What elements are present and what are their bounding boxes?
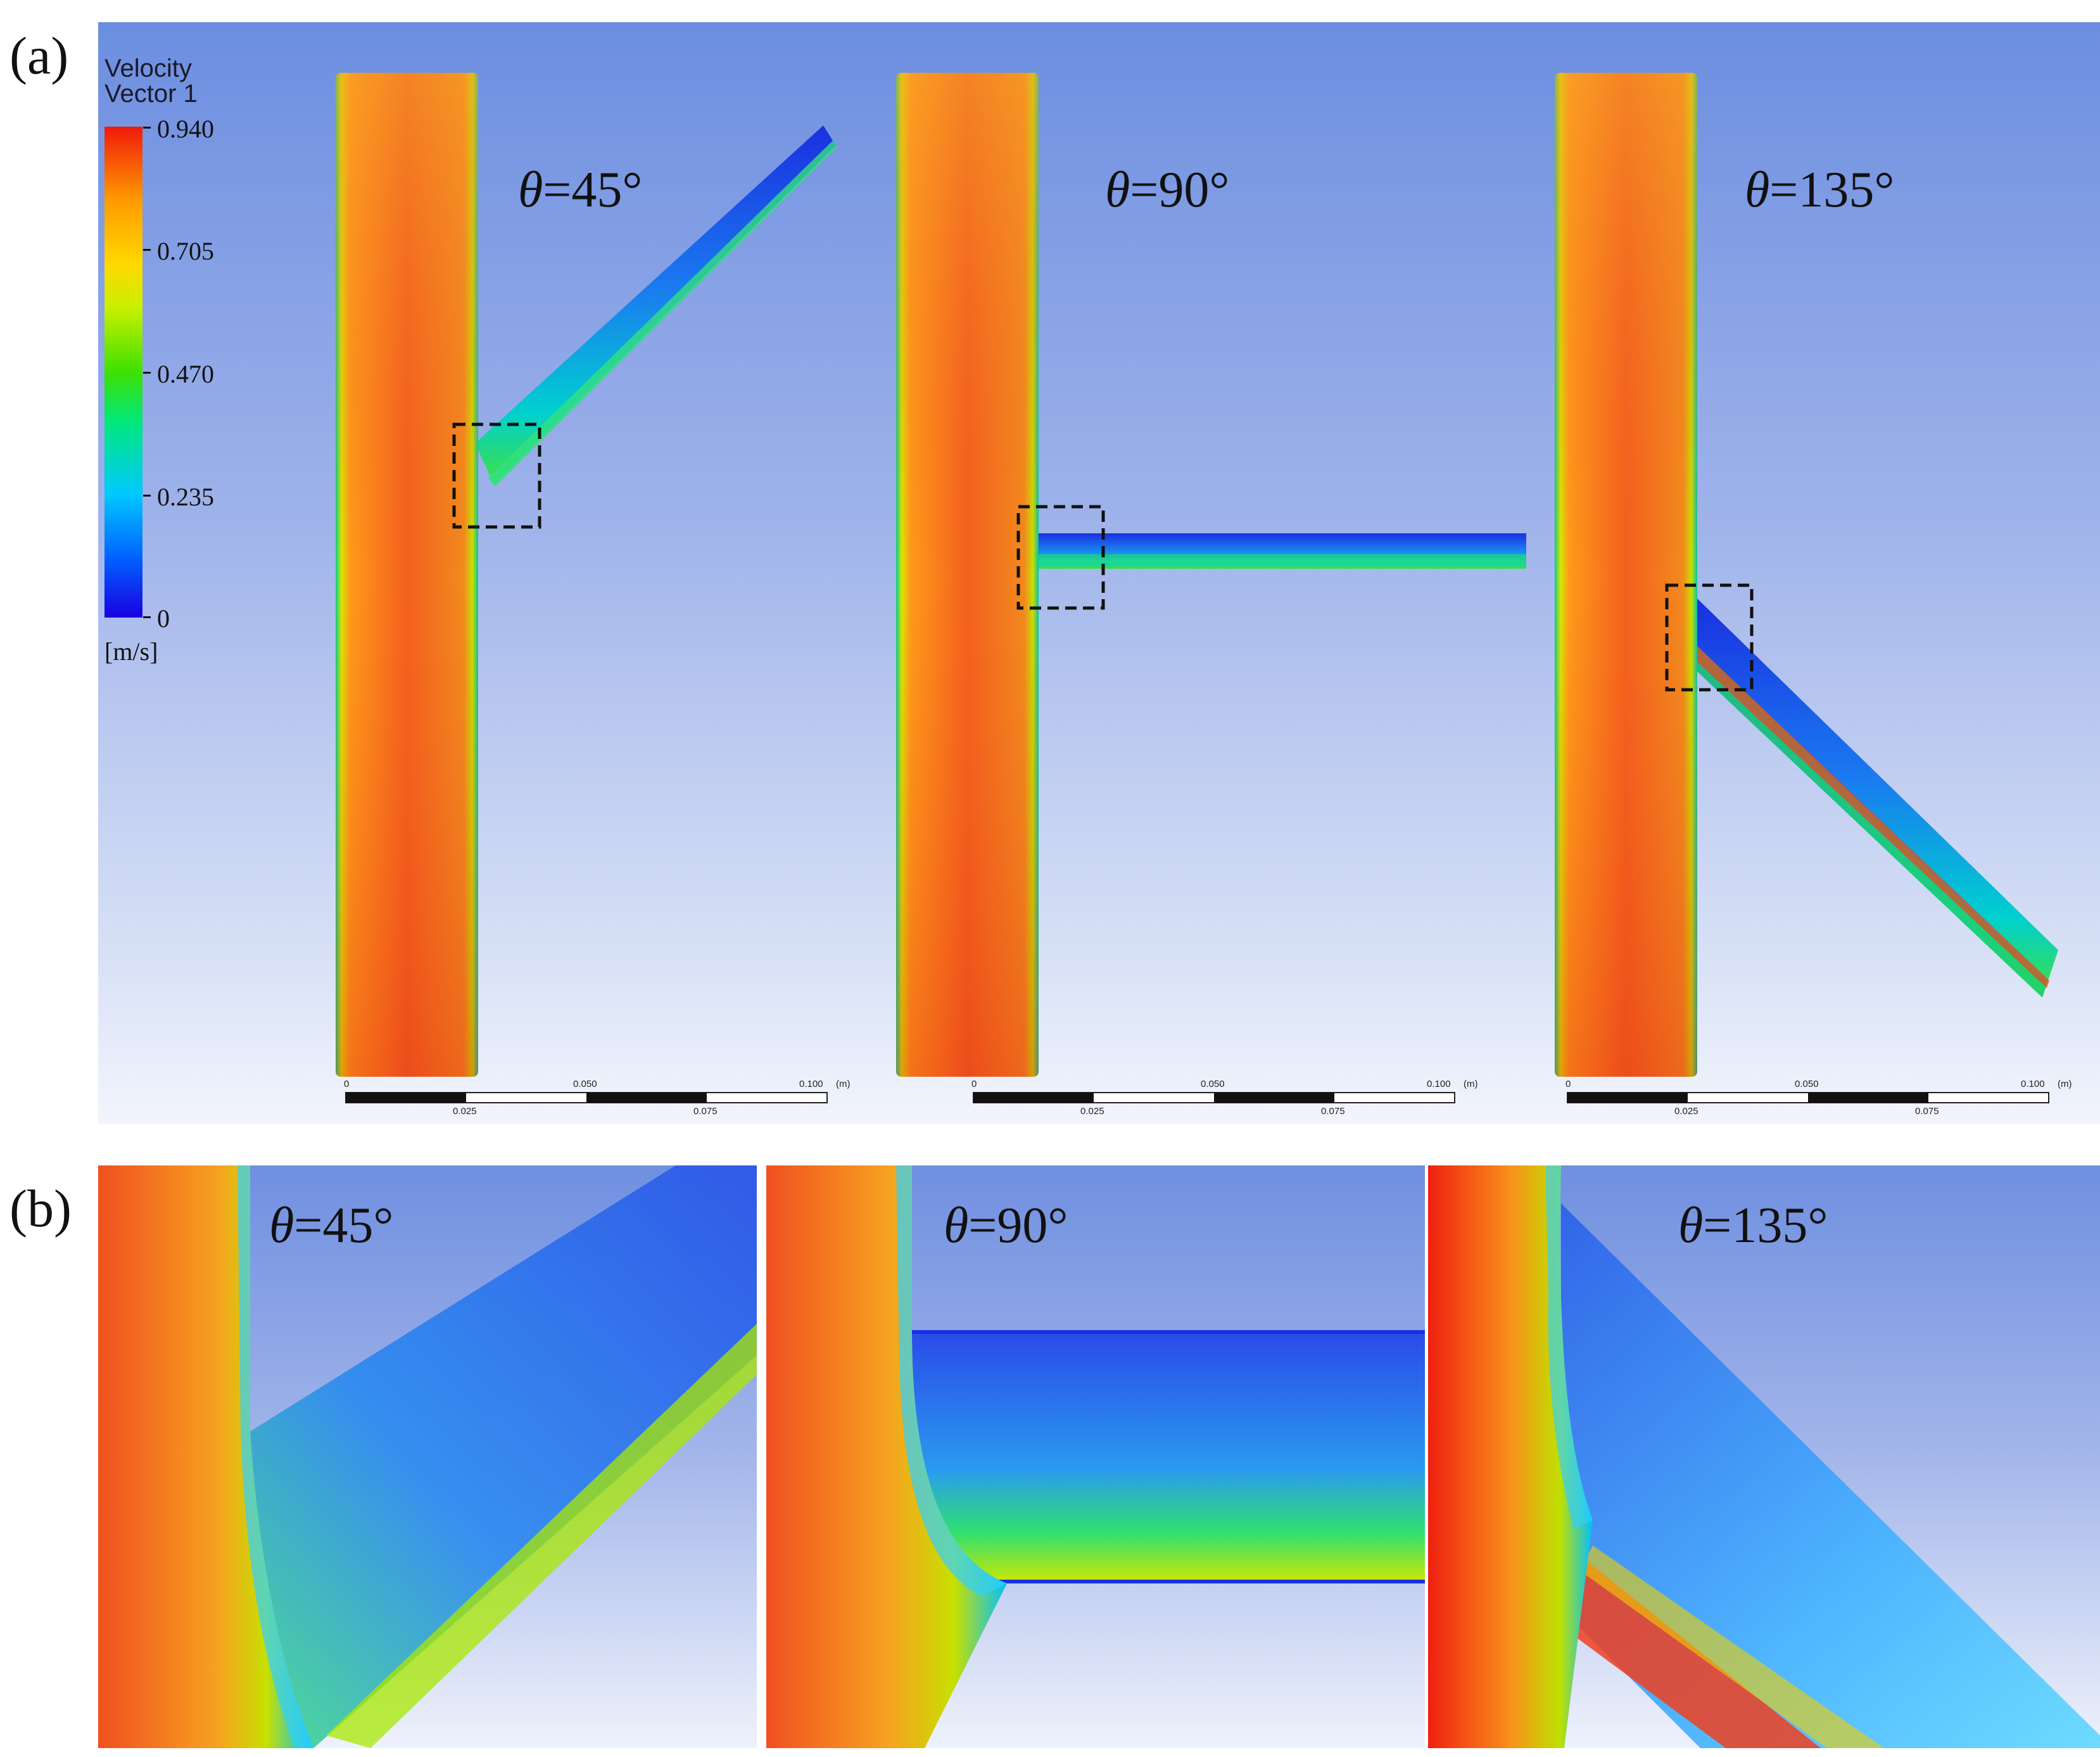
scale-label-075: 0.075 (1321, 1106, 1345, 1117)
scale-label-050: 0.050 (573, 1079, 597, 1089)
branch-pipe-45 (475, 125, 837, 486)
pipe-case-90 (896, 73, 1526, 1077)
panel-label-b: (b) (9, 1179, 72, 1238)
scale-label-075: 0.075 (1915, 1106, 1939, 1117)
zoom-panel-90: θ=90° (766, 1165, 1425, 1748)
scale-label-unit: (m) (2058, 1079, 2072, 1089)
legend-tick-label: 0 (157, 604, 170, 633)
angle-value: =135° (1703, 1198, 1828, 1253)
scale-label-100: 0.100 (1427, 1079, 1451, 1089)
scale-label-unit: (m) (836, 1079, 851, 1089)
legend-tick-label: 0.940 (157, 115, 214, 143)
legend-tick-mark (143, 249, 151, 251)
scale-label-0: 0 (344, 1079, 350, 1089)
angle-value: =45° (543, 162, 643, 218)
theta-symbol: θ (944, 1198, 969, 1253)
scale-label-025: 0.025 (453, 1106, 477, 1117)
zoom-view-135 (1428, 1165, 2100, 1748)
legend-tick-mark (143, 372, 151, 374)
zoom-box-45 (452, 422, 541, 529)
legend-title-line2: Vector 1 (104, 80, 198, 108)
scale-label-unit: (m) (1464, 1079, 1478, 1089)
legend-title: Velocity Vector 1 (104, 56, 269, 106)
scale-label-075: 0.075 (693, 1106, 718, 1117)
zoom-panel-45: θ=45° (98, 1165, 757, 1748)
scale-label-0: 0 (971, 1079, 977, 1089)
zoom-view-90 (766, 1165, 1425, 1748)
zoom-box-135 (1665, 583, 1754, 692)
scale-label-050: 0.050 (1201, 1079, 1225, 1089)
scale-label-025: 0.025 (1080, 1106, 1104, 1117)
scale-label-050: 0.050 (1795, 1079, 1819, 1089)
scale-label-100: 0.100 (799, 1079, 823, 1089)
legend-tick-mark (143, 495, 151, 497)
scale-bar-90 (973, 1092, 1455, 1103)
pipe-case-135 (1555, 73, 2058, 1077)
angle-value: =90° (1130, 162, 1230, 218)
scale-label-025: 0.025 (1674, 1106, 1698, 1117)
scale-label-100: 0.100 (2021, 1079, 2045, 1089)
angle-label-45: θ=45° (518, 162, 642, 219)
legend-tick-mark (143, 616, 151, 618)
angle-value: =135° (1769, 162, 1895, 218)
angle-label-135: θ=135° (1678, 1197, 1828, 1255)
branch-pipe-135 (1697, 599, 2058, 998)
panel-a-simulation (336, 73, 2058, 1103)
panel-label-a: (a) (9, 27, 69, 86)
angle-value: =45° (294, 1198, 394, 1253)
scale-bar-135 (1567, 1092, 2049, 1103)
legend-tick-label: 0.470 (157, 360, 214, 388)
angle-label-90: θ=90° (1105, 162, 1229, 219)
legend-title-line1: Velocity (104, 54, 192, 82)
angle-label-135: θ=135° (1745, 162, 1894, 219)
angle-label-45: θ=45° (269, 1197, 393, 1255)
theta-symbol: θ (1105, 162, 1130, 218)
legend-tick-label: 0.235 (157, 483, 214, 511)
branch-pipe-90 (1035, 533, 1526, 569)
zoom-view-45 (98, 1165, 757, 1748)
theta-symbol: θ (269, 1198, 294, 1253)
angle-label-90: θ=90° (944, 1197, 1068, 1255)
pipe-case-45 (336, 73, 837, 1077)
scale-label-0: 0 (1566, 1079, 1571, 1089)
legend-tick-mark (143, 127, 151, 129)
legend-unit: [m/s] (104, 637, 158, 666)
legend-tick-label: 0.705 (157, 237, 214, 265)
theta-symbol: θ (1678, 1198, 1704, 1253)
legend-color-bar (104, 127, 142, 618)
theta-symbol: θ (518, 162, 543, 218)
zoom-panel-135: θ=135° (1428, 1165, 2100, 1748)
theta-symbol: θ (1745, 162, 1770, 218)
scale-bar-45 (345, 1092, 828, 1103)
zoom-box-90 (1016, 505, 1105, 610)
angle-value: =90° (968, 1198, 1068, 1253)
